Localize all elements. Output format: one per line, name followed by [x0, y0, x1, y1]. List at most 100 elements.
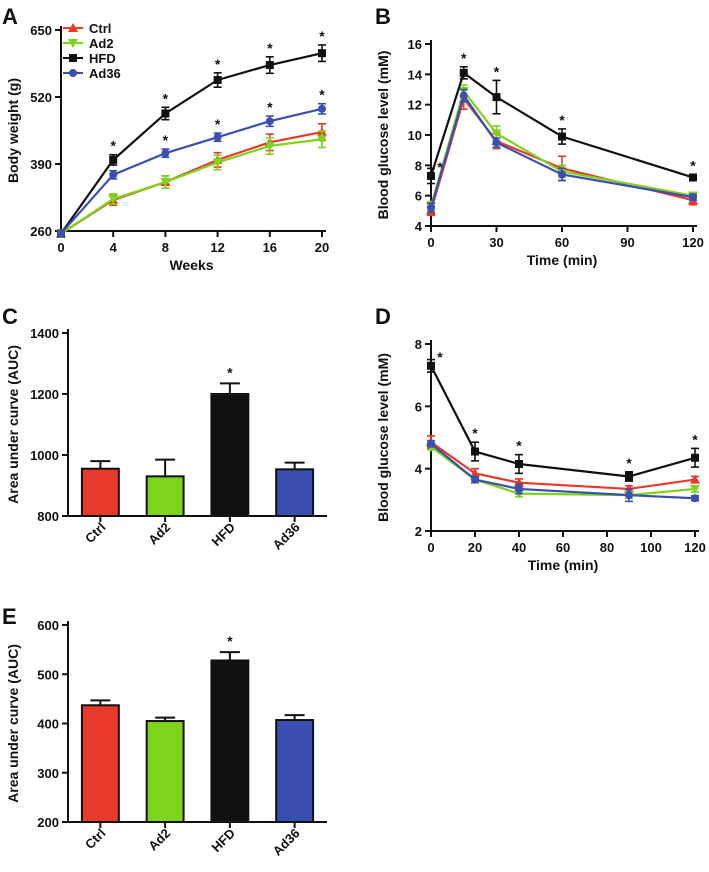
panel-b-y-tick-label: 4 [415, 219, 423, 234]
panel-letter-b: B [375, 4, 391, 29]
panel-b-significance-star: * [690, 157, 696, 173]
panel-a-point-hfd [213, 75, 222, 84]
panel-a-point-ad2 [160, 178, 171, 188]
panel-c-auc-bar-chart: 800 1000 1200 1400 Area under curve (AUC) Ctr… [5, 326, 327, 553]
panel-d-point-ad36 [471, 475, 479, 484]
panel-c-y-axis-label: Area under curve (AUC) [5, 345, 21, 504]
panel-b-y-tick-label: 12 [408, 98, 422, 113]
panel-b-point-hfd [689, 173, 697, 182]
panel-b-significance-star: * [437, 159, 443, 175]
panel-a-point-ad36 [109, 170, 118, 179]
panel-d-point-hfd [691, 453, 699, 462]
panel-a-significance-star: * [215, 116, 221, 132]
panel-a-y-axis-label: Body weight (g) [5, 78, 21, 183]
panel-e-bar-ad2 [145, 720, 185, 823]
panel-b-y-tick-label: 16 [408, 37, 422, 52]
panel-d-point-ctrl [470, 468, 480, 478]
panel-d-significance-star: * [516, 438, 522, 454]
panel-d-x-tick-label: 40 [512, 540, 526, 555]
panel-letter-a: A [2, 4, 18, 29]
panel-e-auc-bar-chart: 200 300 400 500 600 Area under curve (AUC) Ctr… [5, 618, 327, 859]
panel-a-point-ad2 [317, 135, 327, 145]
panel-d-line-hfd [430, 365, 696, 478]
panel-b-series-hfd [427, 65, 697, 185]
panel-a-point-ad36 [318, 104, 326, 113]
panel-a-series-ctrl [56, 123, 327, 238]
panel-a-x-tick-label: 20 [315, 240, 329, 255]
panel-e-significance-star: * [227, 633, 233, 649]
panel-a-x-tick-label: 8 [162, 240, 169, 255]
panel-e-y-tick-label: 600 [37, 618, 59, 633]
panel-d-point-ad36 [515, 484, 523, 493]
panel-e-y-axis-label: Area under curve (AUC) [5, 644, 21, 803]
panel-a-significance-star: * [319, 28, 325, 44]
panel-b-significance-star: * [494, 63, 500, 79]
panel-d-point-ad36 [691, 494, 699, 503]
panel-c-category-label-ad36: Ad36 [270, 520, 303, 553]
panel-b-y-axis-label: Blood glucose level (mM) [375, 51, 391, 220]
panel-d-point-ad36 [427, 439, 435, 448]
panel-a-significance-star: * [110, 138, 116, 154]
panel-d-point-hfd [427, 361, 435, 370]
panel-d-point-hfd [515, 459, 523, 468]
panel-b-significance-star: * [461, 50, 467, 66]
panel-b-point-ad36 [427, 203, 435, 212]
panel-a-y-tick-label: 260 [30, 224, 52, 239]
panel-e-y-tick-label: 400 [37, 717, 59, 732]
panel-b-x-tick-label: 30 [489, 235, 503, 250]
panel-letter-d: D [375, 304, 391, 329]
panel-c-bar-hfd [210, 393, 250, 517]
panel-c-category-label-ad2: Ad2 [145, 520, 173, 548]
panel-a-significance-star: * [215, 56, 221, 72]
panel-e-category-label-hfd: HFD [208, 826, 237, 855]
panel-b-y-tick-label: 10 [408, 128, 422, 143]
panel-a-body-weight-chart: 260 390 520 650 0 4 8 12 16 20 Weeks Body weight (g… [5, 21, 329, 273]
panel-e-bar-hfd [210, 659, 250, 824]
panel-c-significance-star: * [227, 364, 233, 380]
panel-d-significance-star: * [626, 455, 632, 471]
panel-b-x-tick-label: 60 [555, 235, 569, 250]
panel-d-point-hfd [471, 447, 479, 456]
panel-c-y-tick-label: 800 [37, 509, 59, 524]
panel-a-line-hfd [60, 52, 323, 235]
panel-c-bar-ad2 [145, 475, 185, 518]
panel-letter-e: E [2, 604, 17, 629]
panel-a-x-tick-label: 0 [57, 240, 64, 255]
panel-a-y-tick-label: 520 [30, 90, 52, 105]
panel-a-x-axis-label: Weeks [169, 257, 213, 273]
panel-a-series-ad36 [57, 102, 326, 238]
panel-b-point-hfd [558, 132, 566, 141]
panel-d-x-tick-label: 20 [468, 540, 482, 555]
panel-b-x-tick-label: 120 [682, 235, 704, 250]
panel-a-point-ad2 [264, 141, 275, 151]
legend-marker-ad36 [69, 69, 77, 77]
panel-b-point-ad36 [459, 91, 468, 100]
panel-b-point-hfd [427, 171, 435, 180]
panel-c-y-tick-label: 1200 [30, 387, 59, 402]
panel-d-y-tick-label: 2 [415, 524, 422, 539]
panel-c-bar-ctrl [80, 467, 120, 518]
panel-c-y-tick-label: 1400 [30, 326, 59, 341]
panel-a-point-ad36 [265, 117, 274, 126]
panel-d-y-tick-label: 6 [415, 399, 422, 414]
panel-e-y-tick-label: 200 [37, 815, 59, 830]
panel-b-point-ad36 [558, 170, 566, 179]
panel-e-category-label-ad36: Ad36 [270, 826, 303, 859]
legend-label-ctrl: Ctrl [89, 21, 111, 36]
panel-a-point-ad2 [108, 195, 119, 205]
panel-a-point-ad36 [161, 149, 170, 158]
panel-d-point-ad36 [625, 491, 633, 500]
legend-marker-ad2 [68, 39, 78, 48]
panel-c-category-label-ctrl: Ctrl [82, 520, 108, 546]
panel-d-significance-star: * [472, 425, 478, 441]
panel-d-series-hfd [427, 358, 699, 482]
panel-c-y-tick-label: 1000 [30, 448, 59, 463]
panel-d-point-ad2 [690, 484, 700, 494]
panel-a-line-ctrl [60, 130, 323, 235]
panel-e-bar-ctrl [80, 704, 120, 824]
panel-e-y-tick-label: 300 [37, 766, 59, 781]
panel-a-x-tick-label: 16 [263, 240, 277, 255]
panel-d-point-hfd [625, 472, 633, 481]
panel-letter-c: C [2, 304, 18, 329]
panel-d-significance-star: * [692, 431, 698, 447]
